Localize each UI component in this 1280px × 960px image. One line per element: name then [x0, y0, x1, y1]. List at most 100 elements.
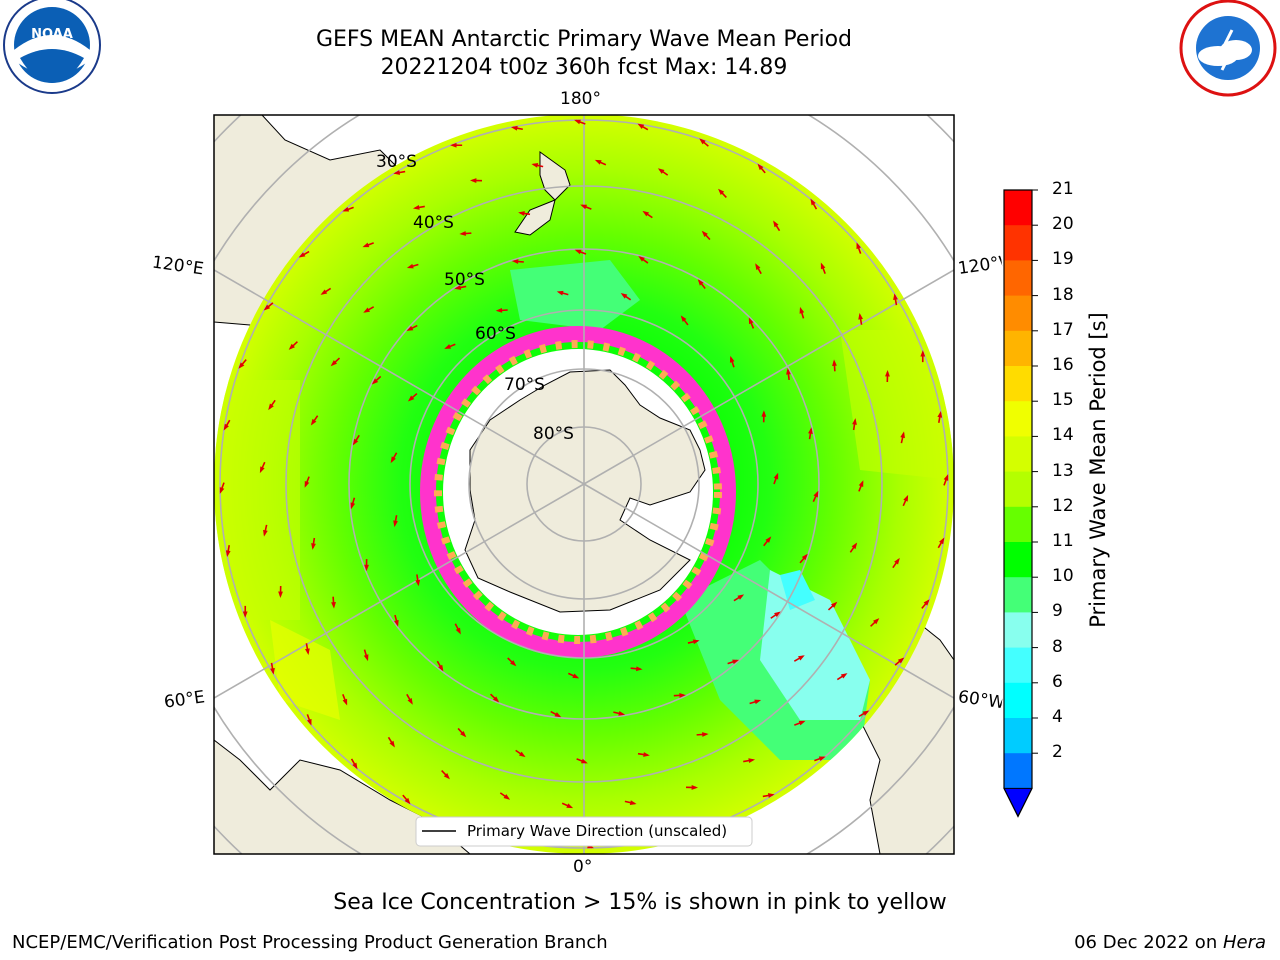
wave-direction-arrowhead [263, 304, 271, 311]
meridian-120e [214, 269, 585, 485]
wave-direction-arrowhead [679, 693, 686, 698]
wave-direction-arrowhead [635, 666, 643, 672]
legend-label: Primary Wave Direction (unscaled) [467, 822, 728, 840]
wave-direction-arrowhead [832, 359, 837, 366]
wave-direction-arrowhead [225, 550, 231, 557]
colorbar-tick-label: 8 [1052, 636, 1063, 657]
colorbar [1003, 189, 1038, 818]
lon-label-180: 180° [560, 89, 601, 109]
wave-direction-arrowhead [699, 138, 706, 145]
wave-direction-arrowhead [305, 648, 310, 656]
wave-direction-arrowhead [503, 794, 511, 800]
lat-label-70s: 70°S [504, 375, 545, 395]
wave-direction-arrowhead [393, 170, 401, 175]
wave-direction-arrowhead [364, 564, 369, 572]
colorbar-frame [1003, 189, 1033, 818]
wave-direction-arrowhead [755, 263, 761, 270]
wave-direction-arrowhead [858, 480, 864, 488]
wave-direction-arrowhead [242, 611, 248, 618]
nws-logo-icon [1179, 0, 1277, 97]
colorbar-segment [1004, 612, 1032, 649]
wave-direction-arrowhead [330, 360, 338, 367]
colorbar-tick-label: 17 [1052, 319, 1074, 340]
noaa-logo-text: NOAA [31, 27, 73, 42]
wave-direction-arrowhead [363, 654, 369, 662]
wave-direction-arrowhead [393, 520, 398, 528]
lat-label-50s: 50°S [444, 270, 485, 290]
wave-direction-arrowhead [862, 710, 870, 716]
footer-host: Hera [1222, 932, 1266, 953]
colorbar-tick-label: 20 [1052, 214, 1074, 235]
colorbar-tick-label: 9 [1052, 601, 1063, 622]
wave-direction-arrowhead [773, 472, 779, 480]
wave-direction-arrowhead [943, 474, 949, 481]
lat-label-80s: 80°S [533, 424, 574, 444]
map-frame-border [213, 114, 955, 855]
wave-direction-arrows [219, 119, 949, 849]
lon-label-0: 0° [573, 857, 593, 877]
wave-direction-arrowhead [389, 740, 395, 748]
wave-direction-arrowhead [415, 579, 421, 587]
colorbar-segment [1004, 506, 1032, 543]
wave-direction-arrowhead [773, 220, 779, 228]
lat-label-40s: 40°S [413, 213, 454, 233]
colorbar-segment [1004, 542, 1032, 578]
wave-direction-arrowhead [808, 427, 813, 434]
wave-direction-arrowhead [492, 696, 500, 703]
colorbar-segment [1004, 577, 1032, 613]
wave-direction-arrowhead [852, 418, 857, 425]
colorbar-tick-label: 14 [1052, 425, 1074, 446]
wave-direction-arrowhead [495, 307, 503, 313]
wave-direction-arrowhead [830, 601, 838, 608]
wave-direction-arrowhead [352, 762, 358, 770]
meridian-60e [214, 483, 585, 699]
meridian-60w [583, 483, 954, 699]
colorbar-segment [1004, 471, 1032, 508]
colorbar-segment [1004, 190, 1032, 226]
wave-direction-arrowhead [894, 557, 900, 565]
colorbar-segment [1004, 225, 1032, 261]
colorbar-tick-label: 18 [1052, 284, 1074, 305]
map-legend [415, 816, 753, 847]
wave-direction-arrowhead [691, 785, 699, 790]
colorbar-segment [1004, 436, 1032, 473]
colorbar-tick-label: 11 [1052, 531, 1074, 551]
wave-direction-arrowhead [455, 627, 461, 635]
sea-ice-caption: Sea Ice Concentration > 15% is shown in … [333, 890, 947, 915]
wave-period-patches [214, 260, 954, 760]
plot-title-line1: GEFS MEAN Antarctic Primary Wave Mean Pe… [315, 27, 853, 52]
wave-direction-arrowhead [362, 242, 370, 248]
wave-direction-arrowhead [594, 159, 602, 165]
colorbar-tick-label: 19 [1052, 249, 1074, 270]
wave-direction-arrowhead [923, 599, 930, 606]
wave-direction-arrowhead [580, 204, 588, 210]
colorbar-tick-label: 21 [1052, 179, 1074, 199]
wave-direction-arrowhead [306, 718, 312, 726]
wave-direction-arrowhead [799, 306, 805, 314]
wave-direction-arrowhead [774, 611, 781, 618]
colorbar-title: Primary Wave Mean Period [s] [1086, 312, 1110, 628]
wave-direction-arrowhead [304, 480, 310, 488]
wave-direction-arrowhead [637, 123, 645, 129]
wave-direction-arrowhead [460, 730, 467, 738]
wave-direction-arrowhead [342, 698, 348, 706]
wave-direction-arrowhead [443, 773, 450, 780]
wave-direction-arrowhead [810, 198, 816, 206]
wave-direction-arrowhead [511, 259, 519, 264]
wave-direction-arrowhead [697, 279, 704, 286]
wave-direction-arrowhead [692, 639, 700, 645]
colorbar-segment [1004, 366, 1032, 402]
wave-direction-arrowhead [510, 660, 517, 667]
wave-direction-arrowhead [818, 756, 826, 762]
wave-direction-arrowhead [454, 285, 462, 290]
wave-direction-arrowhead [511, 125, 518, 131]
wave-direction-arrowhead [813, 490, 819, 498]
wave-direction-arrowhead [618, 711, 626, 716]
wave-direction-arrowhead [342, 206, 350, 212]
wave-direction-arrowhead [406, 325, 414, 331]
wave-direction-arrowhead [320, 289, 328, 295]
wave-direction-arrowhead [566, 803, 574, 809]
colorbar-segment [1004, 718, 1032, 754]
colorbar-segment [1004, 682, 1032, 719]
